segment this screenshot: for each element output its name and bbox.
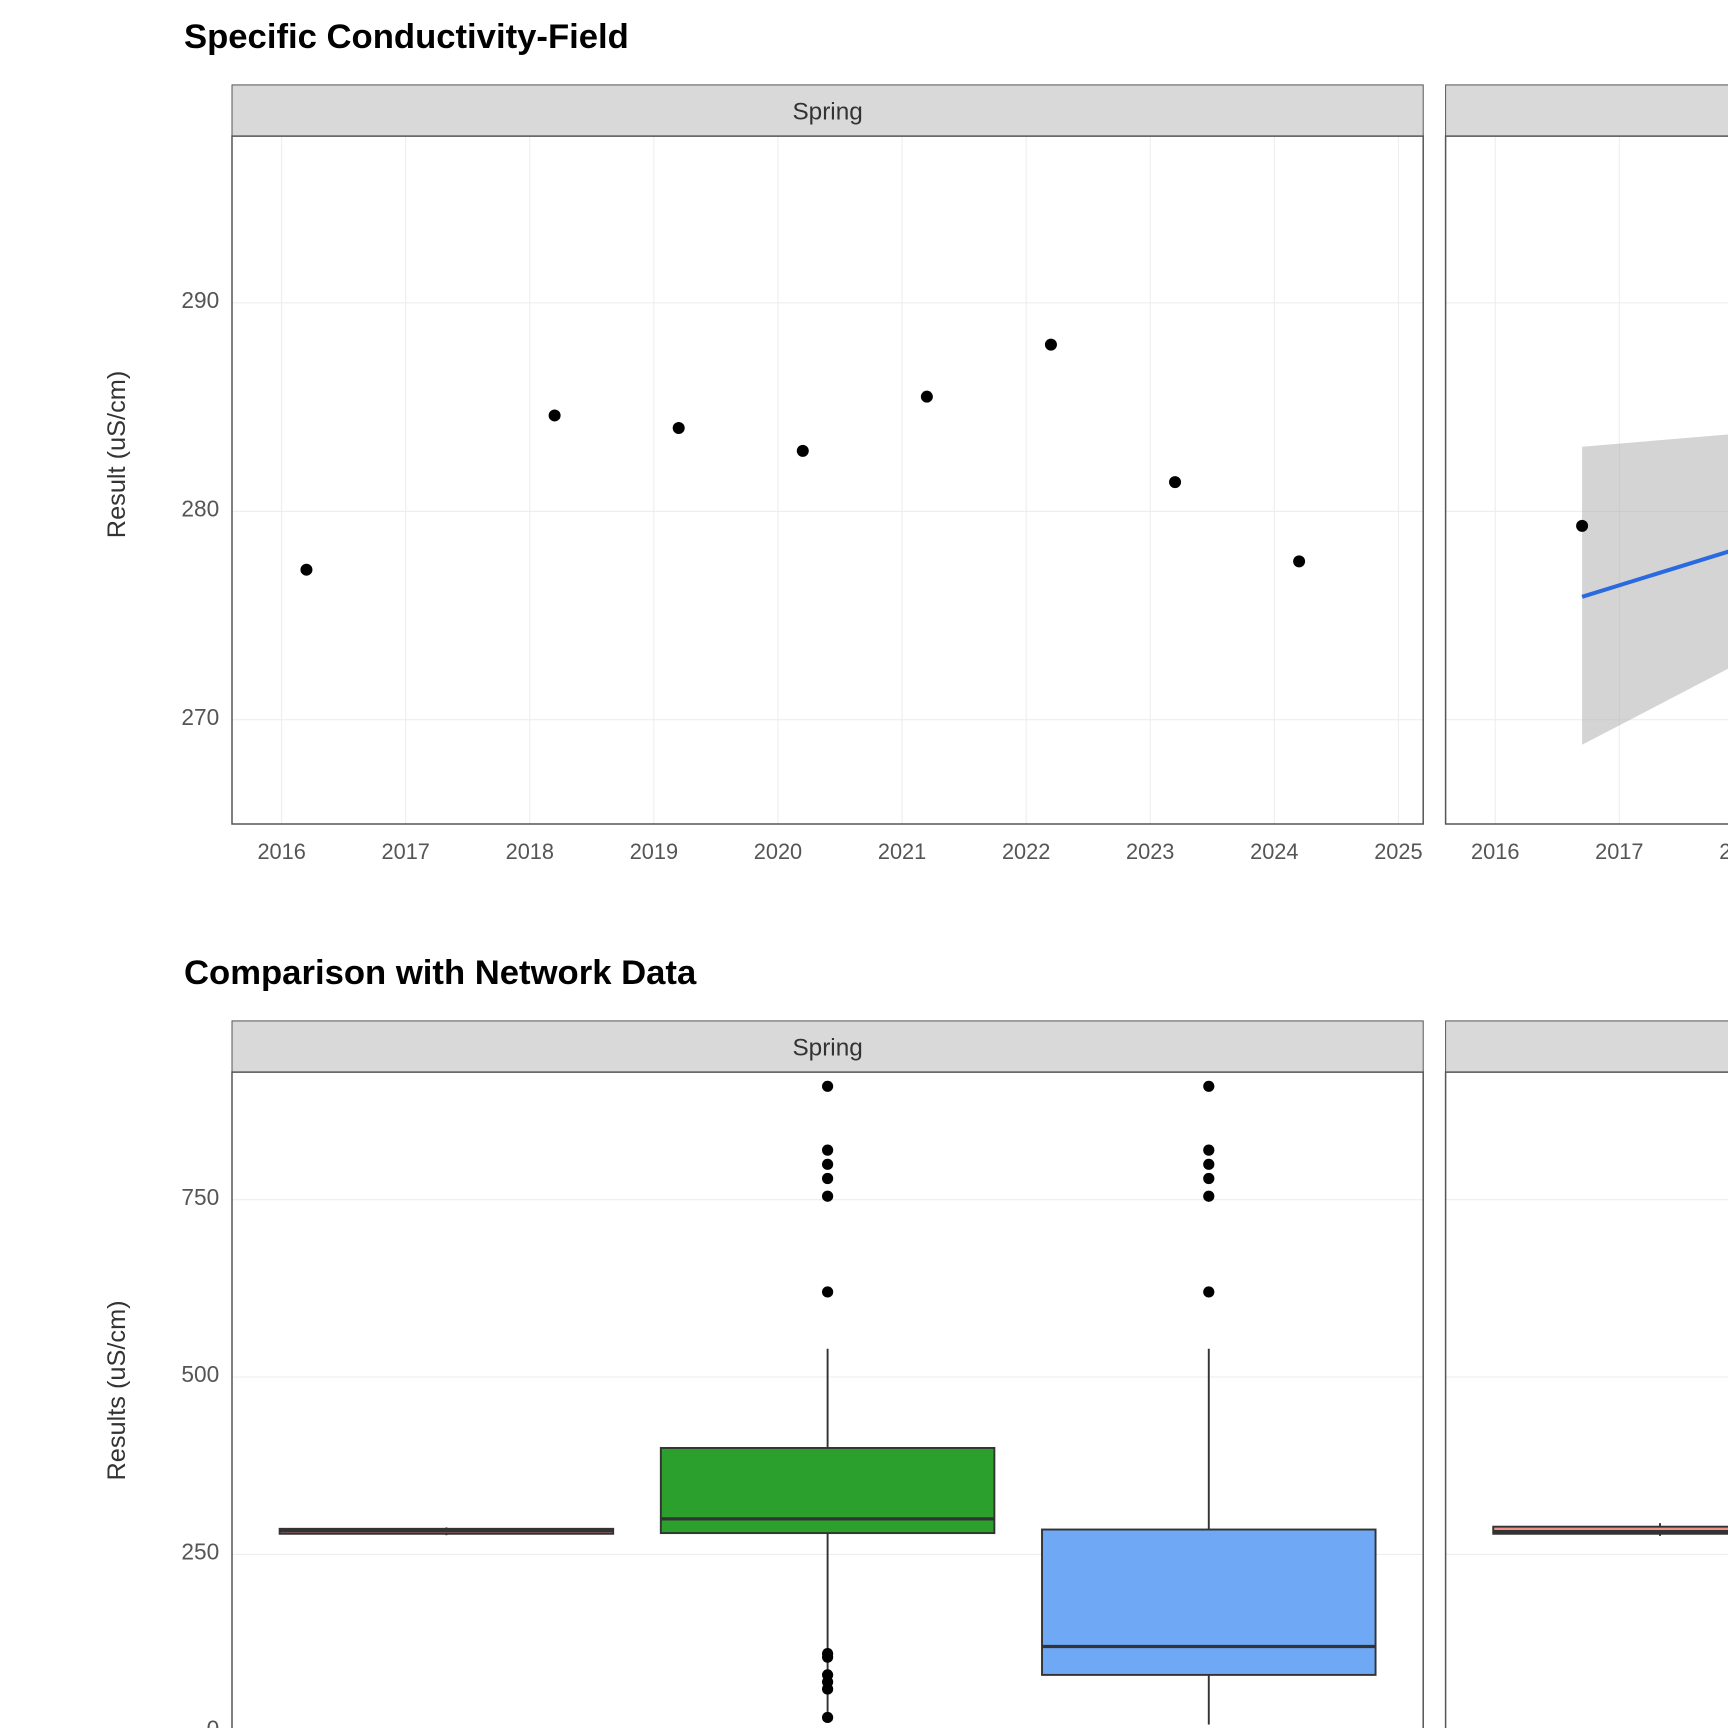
outlier-point	[1203, 1173, 1214, 1184]
data-point	[1576, 520, 1588, 532]
figure-svg: Specific Conductivity-Field Result (uS/cm…	[0, 0, 1728, 1728]
panel-bg	[232, 136, 1423, 824]
data-point	[549, 409, 561, 421]
outlier-point	[1203, 1191, 1214, 1202]
outlier-point	[822, 1712, 833, 1723]
facet-strip-label: Spring	[792, 99, 862, 126]
facet-strip-label: Spring	[792, 1035, 862, 1062]
outlier-point	[1203, 1286, 1214, 1297]
box	[1042, 1530, 1376, 1675]
x-tick-label: 2022	[1002, 839, 1050, 864]
data-point	[921, 391, 933, 403]
y-tick-label: 750	[181, 1184, 219, 1210]
facet-strip-top	[1446, 1021, 1728, 1072]
data-point	[1169, 476, 1181, 488]
y-axis-label: Results (uS/cm)	[103, 1300, 131, 1480]
data-point	[1045, 339, 1057, 351]
y-axis-label: Result (uS/cm)	[103, 371, 131, 538]
outlier-point	[822, 1081, 833, 1092]
outlier-point	[1203, 1159, 1214, 1170]
outlier-point	[822, 1145, 833, 1156]
facet-strip-top	[1446, 85, 1728, 136]
x-tick-label: 2016	[257, 839, 305, 864]
x-tick-label: 2016	[1471, 839, 1519, 864]
y-tick-label: 500	[181, 1361, 219, 1387]
x-tick-label: 2021	[878, 839, 926, 864]
outlier-point	[1203, 1081, 1214, 1092]
y-tick-label: 270	[181, 704, 219, 730]
x-tick-label: 2018	[506, 839, 554, 864]
data-point	[300, 564, 312, 576]
outlier-point	[822, 1173, 833, 1184]
outlier-point	[822, 1669, 833, 1680]
x-tick-label: 2025	[1374, 839, 1422, 864]
x-tick-label: 2017	[1595, 839, 1643, 864]
y-tick-label: 0	[207, 1716, 220, 1728]
data-point	[1293, 555, 1305, 567]
x-tick-label: 2017	[382, 839, 430, 864]
outlier-point	[1203, 1145, 1214, 1156]
y-tick-label: 280	[181, 495, 219, 521]
data-point	[797, 445, 809, 457]
panel-title: Specific Conductivity-Field	[184, 18, 629, 56]
y-tick-label: 250	[181, 1538, 219, 1564]
x-tick-label: 2024	[1250, 839, 1298, 864]
y-tick-label: 290	[181, 287, 219, 313]
outlier-point	[822, 1159, 833, 1170]
x-tick-label: 2023	[1126, 839, 1174, 864]
panel-bg	[1446, 1072, 1728, 1728]
outlier-point	[822, 1648, 833, 1659]
x-tick-label: 2018	[1719, 839, 1728, 864]
data-point	[673, 422, 685, 434]
x-tick-label: 2019	[630, 839, 678, 864]
outlier-point	[822, 1286, 833, 1297]
panel-title: Comparison with Network Data	[184, 954, 697, 992]
x-tick-label: 2020	[754, 839, 802, 864]
figure-container: Specific Conductivity-Field Result (uS/cm…	[0, 0, 1728, 1728]
outlier-point	[822, 1191, 833, 1202]
